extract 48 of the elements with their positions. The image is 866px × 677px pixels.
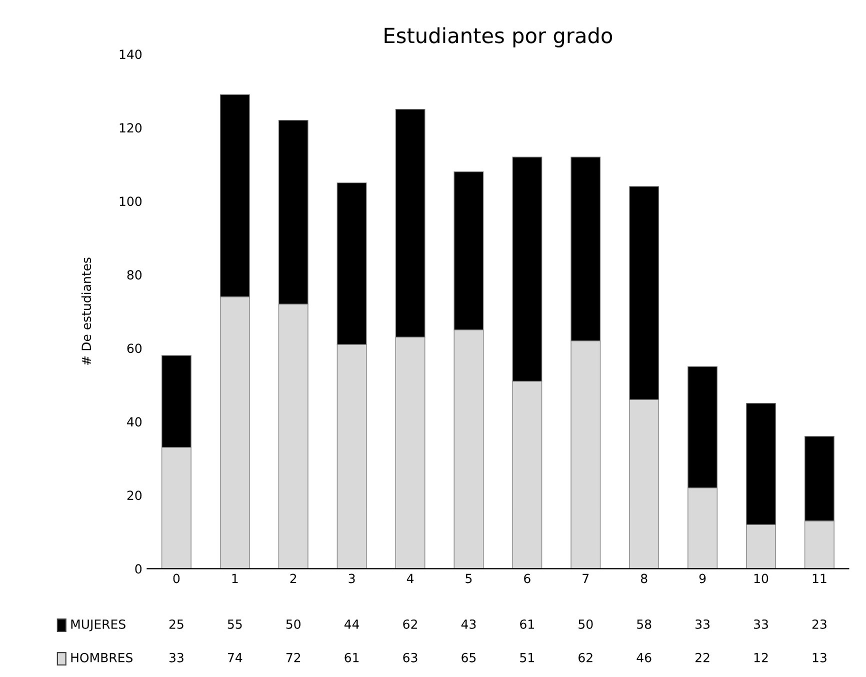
data-label: 58: [637, 619, 652, 629]
data-label: 61: [344, 652, 359, 662]
x-tick-label: 10: [754, 574, 768, 584]
data-label: 55: [228, 620, 242, 629]
legend-label: MUJERES: [71, 619, 126, 632]
y-tick-label: 100: [120, 196, 142, 206]
data-label: 51: [520, 653, 534, 662]
data-label: 65: [462, 652, 476, 662]
data-label: 50: [286, 619, 300, 629]
y-tick-label: 60: [127, 344, 142, 354]
x-tick-label: 4: [406, 574, 414, 584]
x-tick-label: 3: [348, 574, 355, 584]
x-tick-label: 1: [232, 574, 238, 584]
data-label: 33: [754, 619, 768, 629]
x-tick-label: 11: [812, 574, 826, 584]
data-label: 62: [403, 619, 417, 629]
y-tick-label: 80: [127, 270, 142, 280]
data-label: 13: [812, 652, 826, 662]
data-label: 50: [578, 619, 593, 629]
data-label: 72: [286, 652, 300, 662]
x-tick-label: 6: [524, 574, 530, 584]
data-label: 61: [520, 619, 534, 629]
data-label: 33: [169, 652, 184, 662]
x-tick-label: 9: [699, 574, 706, 584]
chart-title: Estudiantes por grado: [384, 27, 612, 48]
legend-label: HOMBRES: [71, 652, 132, 662]
data-label: 23: [812, 619, 826, 629]
y-tick-label: 140: [120, 50, 142, 60]
data-label: 46: [636, 652, 652, 662]
y-tick-label: 40: [127, 417, 142, 427]
data-label: 62: [578, 652, 592, 662]
data-label: 74: [228, 653, 242, 662]
data-label: 25: [169, 619, 184, 629]
data-label: 63: [403, 652, 418, 662]
data-label: 33: [696, 619, 710, 629]
y-axis-title: # De estudiantes: [81, 258, 92, 365]
data-label: 22: [696, 652, 710, 662]
data-label: 43: [461, 619, 476, 629]
x-tick-label: 7: [582, 574, 589, 584]
y-tick-label: 20: [127, 490, 142, 500]
y-tick-label: 120: [120, 123, 142, 133]
x-tick-label: 8: [640, 574, 648, 584]
data-label: 44: [344, 620, 360, 629]
x-tick-label: 0: [173, 574, 180, 584]
y-tick-label: 0: [135, 564, 142, 574]
x-tick-label: 2: [290, 574, 296, 584]
x-tick-label: 5: [466, 574, 472, 584]
data-label: 12: [754, 652, 768, 662]
